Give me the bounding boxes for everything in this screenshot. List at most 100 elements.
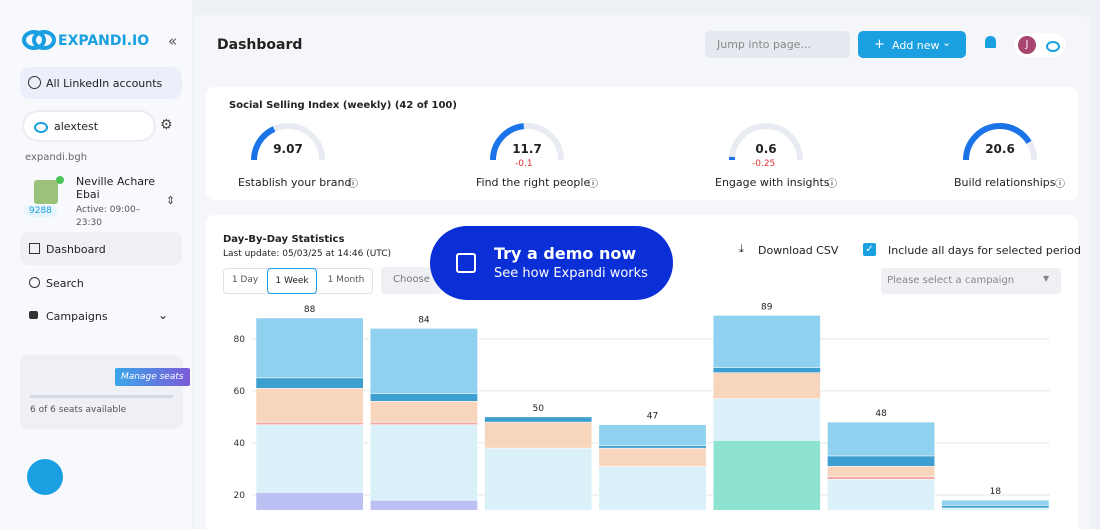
- gauge: 11.7 -0.1: [487, 120, 567, 170]
- add-label: Add new: [892, 39, 940, 52]
- bar-segment: [712, 315, 821, 368]
- bar-segment: [941, 505, 1050, 509]
- gauge-value: 9.07: [273, 142, 303, 156]
- workspace: expandi.bgh: [25, 152, 88, 163]
- bar-segment: [827, 476, 935, 480]
- y-tick-label: 60: [234, 387, 246, 397]
- bar-segment: [255, 424, 364, 493]
- bar-segment: [827, 511, 934, 529]
- bar-segment: [827, 479, 935, 510]
- accounts-button[interactable]: All LinkedIn accounts: [20, 67, 182, 99]
- accounts-label: All LinkedIn accounts: [46, 77, 163, 90]
- gauge: 9.07: [248, 120, 328, 170]
- gauge: 0.6 -0.25: [726, 120, 806, 170]
- user-toggle[interactable]: ⇕: [166, 194, 176, 207]
- gauge-arc: [729, 123, 803, 161]
- gauge-value: 20.6: [985, 142, 1015, 156]
- collapse[interactable]: «: [168, 32, 178, 50]
- gauge-label: Find the right people: [476, 176, 591, 189]
- bar-total-label: 89: [761, 302, 773, 312]
- info-icon[interactable]: ⓘ: [588, 179, 598, 190]
- choose-label: Choose: [393, 274, 430, 285]
- add-new[interactable]: + Add new ⌄: [858, 31, 966, 58]
- search-placeholder: Jump into page...: [717, 38, 811, 51]
- settings[interactable]: ⚙: [160, 117, 173, 133]
- bar-segment: [712, 398, 821, 441]
- seats-bar: [30, 395, 173, 398]
- stats-title: Day-By-Day Statistics: [223, 234, 345, 245]
- bar-segment: [484, 416, 593, 423]
- bar-segment: [827, 421, 935, 457]
- bar-segment: [255, 388, 364, 423]
- chat-button[interactable]: [27, 459, 63, 495]
- gauge-arc: [251, 123, 325, 161]
- campaign-select[interactable]: Please select a campaign ▼: [881, 268, 1061, 294]
- profile[interactable]: J: [1014, 33, 1066, 57]
- profile-icon: [1046, 41, 1060, 52]
- campaign-placeholder: Please select a campaign: [887, 275, 1015, 286]
- add-plus: +: [874, 37, 885, 52]
- ssi-title: Social Selling Index (weekly) (42 of 100…: [229, 100, 457, 111]
- gauge-label: Engage with insights: [715, 176, 830, 189]
- page-title: Dashboard: [217, 37, 303, 53]
- nav-search[interactable]: Search: [20, 270, 182, 296]
- profile-avatar: J: [1018, 36, 1036, 54]
- info-icon[interactable]: ⓘ: [827, 179, 837, 190]
- bar-segment: [712, 440, 821, 510]
- range-option[interactable]: 1 Day: [231, 275, 259, 285]
- range-option-active[interactable]: 1 Week: [267, 268, 317, 294]
- bar-segment: [712, 367, 821, 373]
- nav-chevron: ⌄: [158, 308, 169, 322]
- include-checkbox[interactable]: ✓: [863, 243, 876, 256]
- download-icon: ⤓: [739, 242, 744, 255]
- bar-segment: [827, 466, 935, 477]
- gauge-label: Establish your brand: [238, 176, 352, 189]
- range-toggle: 1 Day 1 Week 1 Month: [223, 268, 373, 294]
- gauge-value: 0.6: [755, 142, 777, 156]
- range-option[interactable]: 1 Month: [327, 275, 365, 285]
- bar-segment: [941, 499, 1050, 506]
- account-select[interactable]: alextest: [24, 112, 154, 140]
- nav-campaigns[interactable]: Campaigns ⌄: [20, 303, 182, 329]
- user-name: Neville Achare Ebai: [76, 175, 156, 201]
- download-csv[interactable]: Download CSV: [758, 244, 839, 257]
- y-tick-label: 20: [234, 491, 246, 501]
- info-icon[interactable]: ⓘ: [348, 179, 358, 190]
- bar-segment: [941, 507, 1050, 510]
- bar-total-label: 47: [647, 412, 658, 422]
- bar-segment: [370, 499, 478, 510]
- y-tick-label: 80: [234, 335, 246, 345]
- nav-icon: [29, 243, 40, 254]
- gauge-value: 11.7: [512, 142, 542, 156]
- bar-segment: [598, 466, 707, 510]
- bar-segment: [598, 424, 707, 446]
- bar-segment: [255, 317, 364, 379]
- bar-total-label: 18: [990, 487, 1002, 497]
- ssi-card: Social Selling Index (weekly) (42 of 100…: [206, 87, 1078, 200]
- manage-seats[interactable]: Manage seats: [115, 368, 190, 386]
- bar-segment: [370, 328, 478, 394]
- logo-icon: [22, 30, 56, 50]
- nav-label: Dashboard: [46, 243, 106, 256]
- avatar: [34, 180, 58, 204]
- stats-updated: Last update: 05/03/25 at 14:46 (UTC): [223, 249, 392, 259]
- gauge-change: -0.1: [515, 159, 533, 169]
- info-icon[interactable]: ⓘ: [1055, 179, 1065, 190]
- bar-segment: [484, 447, 593, 510]
- accounts-icon: [28, 76, 41, 89]
- nav-label: Search: [46, 277, 84, 290]
- gauge-label: Build relationships: [954, 176, 1056, 189]
- bell[interactable]: [985, 36, 996, 48]
- bar-total-label: 88: [304, 305, 316, 315]
- bar-total-label: 84: [418, 315, 430, 325]
- nav-dashboard[interactable]: Dashboard: [20, 232, 182, 265]
- account-name: alextest: [54, 120, 99, 133]
- bar-segment: [370, 421, 478, 425]
- bar-segment: [370, 401, 478, 423]
- search-box[interactable]: Jump into page...: [705, 31, 850, 58]
- gauge-arc: [963, 123, 1037, 161]
- seats-card: Manage seats 6 of 6 seats available: [20, 355, 190, 429]
- demo-button[interactable]: Try a demo now See how Expandi works: [430, 226, 673, 300]
